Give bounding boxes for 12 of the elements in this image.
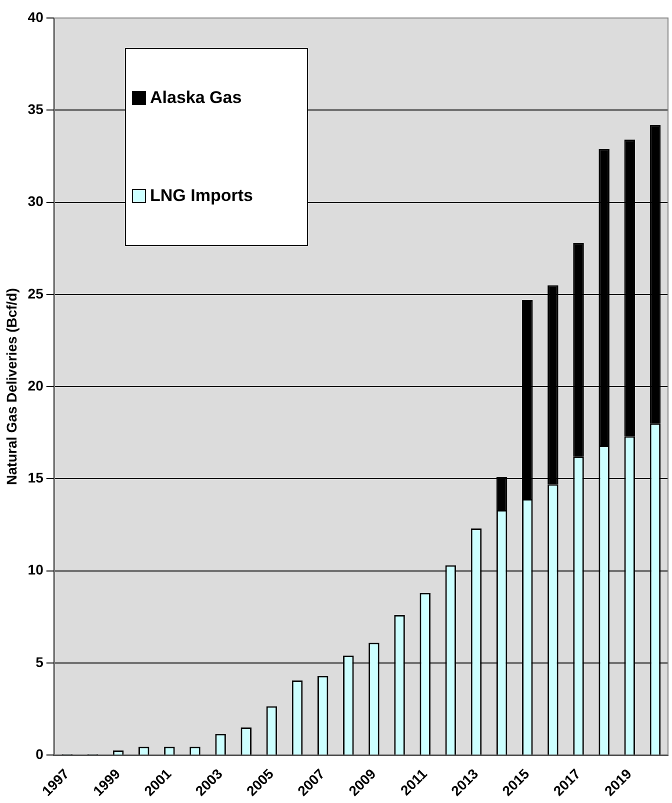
y-tick-label: 5: [36, 654, 44, 670]
y-tick-label: 15: [28, 470, 44, 486]
y-tick-label: 40: [28, 8, 44, 25]
y-tick-label: 10: [28, 562, 44, 578]
y-tick-label: 30: [28, 193, 44, 210]
legend-label: LNG Imports: [150, 186, 253, 206]
legend-label: Alaska Gas: [150, 88, 242, 108]
y-tick-label: 20: [28, 377, 44, 394]
y-axis-title: Natural Gas Deliveries (Bcf/d): [3, 288, 20, 485]
y-tick-label: 0: [36, 746, 44, 762]
y-tick-label: 25: [28, 285, 44, 302]
y-tick-label: 35: [28, 100, 44, 117]
